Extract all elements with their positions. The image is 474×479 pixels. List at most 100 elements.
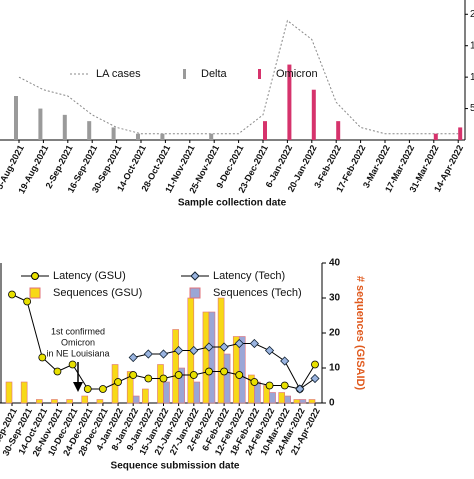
bar: [238, 336, 246, 404]
bar: [202, 311, 210, 404]
bar: [433, 133, 438, 140]
legend-label: Sequences (Tech): [213, 287, 302, 299]
point: [68, 360, 77, 369]
bar: [284, 395, 292, 404]
bar: [311, 89, 316, 140]
point: [250, 378, 259, 386]
y2-tick-label: 20: [329, 328, 341, 339]
legend-label: Latency (Tech): [213, 270, 285, 282]
bar: [208, 311, 216, 404]
point: [189, 345, 199, 356]
point: [295, 384, 305, 394]
bar: [263, 121, 267, 140]
x-axis-label: Sequence submission date: [111, 461, 240, 472]
legend-swatch: [258, 69, 261, 79]
legend-swatch: [190, 271, 200, 281]
point: [129, 371, 138, 379]
cases-line: [18, 19, 459, 135]
bar: [62, 114, 67, 140]
bar: [269, 392, 276, 404]
point: [235, 371, 244, 379]
bar: [81, 395, 89, 404]
bar: [157, 364, 164, 404]
bar: [308, 399, 316, 404]
point: [280, 356, 290, 366]
bar: [14, 96, 18, 140]
point: [8, 290, 16, 299]
annotation: Omicron: [61, 337, 95, 347]
point: [174, 371, 183, 379]
bar: [132, 395, 140, 404]
bar: [96, 399, 104, 404]
point: [205, 367, 213, 376]
y-tick-label: 20: [470, 9, 474, 20]
point: [99, 385, 107, 393]
y-tick-label: 5: [470, 103, 474, 114]
bar: [287, 64, 292, 140]
bar: [66, 399, 73, 404]
point: [204, 342, 214, 352]
legend-swatch: [183, 69, 186, 79]
bar: [163, 381, 170, 404]
bar: [209, 133, 214, 140]
annotation: in NE Louisiana: [46, 348, 109, 358]
annotation: 1st confirmed: [51, 326, 105, 336]
bar: [223, 353, 231, 404]
bar: [38, 108, 43, 140]
point: [189, 371, 198, 379]
point: [23, 297, 32, 306]
y2-tick-label: 40: [329, 258, 341, 269]
point: [158, 349, 169, 359]
bar: [126, 371, 134, 404]
point: [144, 374, 153, 383]
bar: [51, 399, 58, 404]
y2-tick-label: 30: [329, 293, 341, 304]
y-tick-label: 10: [470, 72, 474, 83]
point: [174, 345, 184, 356]
bar: [160, 133, 165, 140]
bar: [172, 329, 179, 404]
point: [128, 352, 138, 363]
x-axis-label: Sample collection date: [178, 198, 287, 209]
point: [310, 373, 320, 384]
legend-label: LA cases: [96, 68, 141, 80]
bar: [111, 127, 116, 140]
point: [264, 345, 275, 356]
bar: [35, 399, 43, 404]
bar: [20, 381, 28, 404]
bar: [136, 133, 140, 140]
point: [220, 367, 229, 376]
point: [53, 367, 62, 376]
legend-label: Omicron: [276, 68, 318, 80]
bar: [278, 392, 286, 404]
point: [265, 381, 274, 390]
point: [234, 338, 244, 349]
bar: [458, 127, 463, 140]
legend-label: Sequences (GSU): [53, 287, 142, 299]
point: [38, 353, 47, 362]
point: [249, 338, 259, 349]
legend-label: Delta: [201, 68, 228, 80]
bar: [5, 381, 13, 404]
point: [114, 378, 122, 386]
bar: [142, 388, 149, 404]
y2-axis-label: # sequences (GISAID): [354, 276, 366, 391]
legend-swatch: [189, 287, 201, 299]
legend-swatch: [31, 272, 39, 280]
bar: [299, 399, 307, 404]
legend-swatch: [29, 287, 41, 299]
point: [143, 349, 153, 359]
point: [311, 360, 319, 369]
bar: [87, 121, 92, 140]
y2-tick-label: 10: [329, 363, 341, 374]
bar: [193, 381, 201, 404]
y2-tick-label: 0: [329, 398, 335, 409]
bar: [336, 121, 341, 140]
bar: [178, 367, 185, 404]
y-tick-label: 15: [470, 40, 474, 51]
point: [159, 374, 168, 383]
legend-label: Latency (GSU): [53, 270, 126, 282]
annotation-arrowhead: [73, 382, 83, 392]
point: [83, 385, 92, 393]
